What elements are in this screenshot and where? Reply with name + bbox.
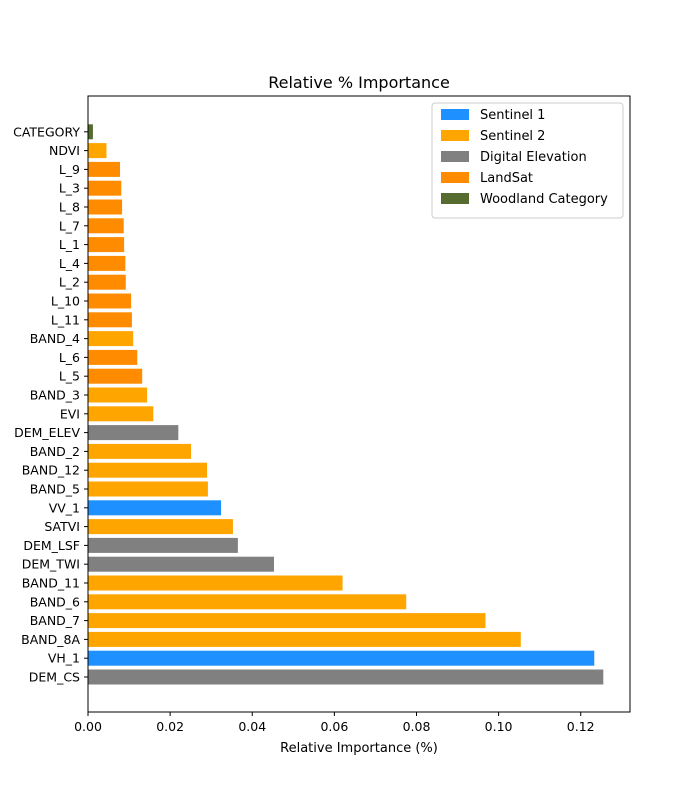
plot-frame xyxy=(87,95,631,713)
y-tick-label: BAND_6 xyxy=(30,594,80,609)
bar-band-4 xyxy=(88,331,134,347)
legend-swatch-digital-elevation xyxy=(441,151,469,162)
legend-swatch-sentinel-1 xyxy=(441,109,469,120)
bar-band-3 xyxy=(88,387,148,403)
bar-ndvi xyxy=(88,143,107,159)
y-tick-label: DEM_ELEV xyxy=(14,425,80,440)
y-tick-label: BAND_12 xyxy=(22,463,80,478)
y-tick-label: BAND_2 xyxy=(30,444,80,459)
y-tick-label: EVI xyxy=(60,406,80,421)
legend-label: Sentinel 1 xyxy=(480,108,545,123)
bar-l-6 xyxy=(88,349,138,365)
bar-dem-twi xyxy=(88,556,275,572)
bar-band-2 xyxy=(88,443,192,459)
y-tick-label: BAND_5 xyxy=(30,482,80,497)
y-tick-label: L_6 xyxy=(59,350,80,365)
y-tick-label: CATEGORY xyxy=(13,124,80,139)
legend-label: Sentinel 2 xyxy=(480,129,545,144)
x-tick-label: 0.08 xyxy=(403,719,431,734)
y-tick-label: BAND_11 xyxy=(22,576,80,591)
legend-label: LandSat xyxy=(480,171,533,186)
legend-frame xyxy=(431,102,624,219)
bar-l-7 xyxy=(88,218,124,234)
y-tick-label: BAND_7 xyxy=(30,613,80,628)
bar-l-11 xyxy=(88,312,132,328)
y-tick-label: L_4 xyxy=(59,256,80,271)
legend: Sentinel 1 Sentinel 2 Digital Elevation Lan… xyxy=(431,102,624,219)
bar-category xyxy=(88,124,93,140)
y-tick-label: L_7 xyxy=(59,218,80,233)
bar-l-8 xyxy=(88,199,123,215)
bar-l-9 xyxy=(88,161,121,177)
y-tick-label: NDVI xyxy=(49,143,80,158)
bar-evi xyxy=(88,406,154,422)
y-tick-label: SATVI xyxy=(44,519,80,534)
chart-title: Relative % Importance xyxy=(268,73,450,92)
y-tick-label: L_10 xyxy=(51,294,80,309)
y-axis: DEM_CS VH_1 BAND_8A BAND_7 BAND_6 BAND_11 DEM_… xyxy=(13,124,88,685)
y-tick-label: L_5 xyxy=(59,369,80,384)
x-tick-label: 0.02 xyxy=(156,719,184,734)
y-tick-label: VH_1 xyxy=(48,651,80,666)
x-tick-label: 0.06 xyxy=(320,719,348,734)
bar-dem-lsf xyxy=(88,537,238,553)
bar-band-5 xyxy=(88,481,208,497)
legend-swatch-landsat xyxy=(441,172,469,183)
y-tick-label: L_11 xyxy=(51,312,80,327)
legend-label: Woodland Category xyxy=(480,192,608,207)
y-tick-label: DEM_LSF xyxy=(23,538,80,553)
axes-layer xyxy=(87,95,631,713)
x-axis: 0.00 0.02 0.04 0.06 0.08 0.10 0.12 xyxy=(74,712,595,734)
legend-swatch-sentinel-2 xyxy=(441,130,469,141)
legend-label: Digital Elevation xyxy=(480,150,587,165)
bar-l-2 xyxy=(88,274,126,290)
x-tick-label: 0.04 xyxy=(238,719,266,734)
bar-l-10 xyxy=(88,293,132,309)
bar-band-11 xyxy=(88,575,343,591)
bar-satvi xyxy=(88,519,233,535)
x-axis-title: Relative Importance (%) xyxy=(280,741,438,756)
y-tick-label: BAND_4 xyxy=(30,331,80,346)
bar-l-1 xyxy=(88,237,125,253)
bar-band-8a xyxy=(88,631,521,647)
y-tick-label: L_1 xyxy=(59,237,80,252)
y-tick-label: L_9 xyxy=(59,162,80,177)
bar-band-12 xyxy=(88,462,208,478)
bar-dem-elev xyxy=(88,425,179,441)
bar-l-5 xyxy=(88,368,143,384)
bar-l-4 xyxy=(88,255,126,271)
y-tick-label: DEM_TWI xyxy=(22,557,80,572)
y-tick-label: BAND_3 xyxy=(30,388,80,403)
y-tick-label: DEM_CS xyxy=(29,670,80,685)
bars-layer xyxy=(88,124,604,685)
x-tick-label: 0.12 xyxy=(567,719,595,734)
bar-vv-1 xyxy=(88,500,222,516)
y-tick-label: VV_1 xyxy=(49,500,80,515)
y-tick-label: BAND_8A xyxy=(21,632,80,647)
bar-band-6 xyxy=(88,594,407,610)
y-tick-label: L_8 xyxy=(59,200,80,215)
bar-dem-cs xyxy=(88,669,604,685)
bar-vh-1 xyxy=(88,650,595,666)
bar-l-3 xyxy=(88,180,122,196)
x-tick-label: 0.00 xyxy=(74,719,102,734)
legend-swatch-woodland-category xyxy=(441,193,469,204)
y-tick-label: L_3 xyxy=(59,181,80,196)
x-tick-label: 0.10 xyxy=(485,719,513,734)
bar-band-7 xyxy=(88,613,486,629)
y-tick-label: L_2 xyxy=(59,275,80,290)
